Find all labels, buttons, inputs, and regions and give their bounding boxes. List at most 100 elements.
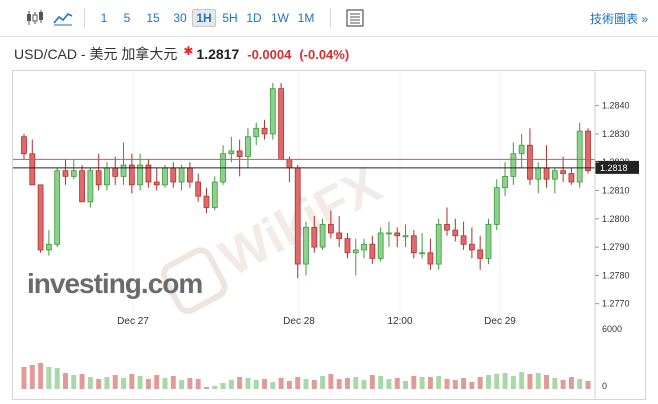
volume-bar — [170, 376, 176, 389]
candle — [245, 128, 251, 168]
investing-logo-text: investing.com — [27, 268, 202, 299]
volume-bar — [568, 377, 574, 389]
timeframe-5h[interactable]: 5H — [222, 11, 238, 25]
candle — [29, 139, 36, 186]
volume-bar — [494, 374, 500, 389]
timeframe-1d[interactable]: 1D — [246, 11, 262, 25]
price-lines: 1.2818 — [13, 158, 639, 174]
timeframe-30[interactable]: 30 — [173, 11, 187, 25]
candle — [269, 83, 276, 140]
candle-body — [45, 243, 52, 251]
candle — [527, 128, 533, 185]
volume-bar — [162, 378, 168, 389]
candle-body — [527, 144, 533, 180]
candle-body — [518, 144, 525, 155]
candle-body — [137, 164, 144, 186]
volume-bar — [328, 374, 334, 389]
volume-bar — [535, 373, 541, 389]
price-chart[interactable]: WikiFX investing.com 1.2818 1.2840 1.2830… — [12, 70, 646, 400]
candle-body — [361, 243, 367, 251]
candle-body — [344, 238, 351, 254]
candle — [344, 232, 351, 259]
volume-bar — [278, 378, 284, 389]
volume-bar — [71, 375, 77, 389]
candle-body — [228, 150, 235, 155]
candle — [170, 162, 177, 188]
candle — [37, 184, 44, 253]
volume-bar — [344, 378, 350, 389]
volume-bar — [96, 379, 102, 389]
price-change: -0.0004 — [247, 47, 292, 62]
candle — [535, 162, 542, 194]
candle — [336, 215, 343, 248]
candle — [79, 165, 85, 203]
candle — [576, 122, 583, 188]
volume-bar — [145, 379, 151, 389]
x-axis: Dec 27 Dec 28 12:00 Dec 29 — [117, 316, 516, 327]
volume-bar — [87, 377, 93, 389]
candle-body — [29, 153, 36, 186]
candle-body — [37, 184, 44, 251]
volume-bar — [502, 373, 508, 389]
volume-axis-max: 6000 — [602, 324, 622, 334]
timeframe-1h[interactable]: 1H — [192, 9, 216, 27]
volume-bar — [137, 376, 143, 389]
volume-bar — [510, 376, 516, 389]
candle-body — [236, 150, 243, 157]
candle — [543, 145, 550, 188]
volume-bar — [286, 381, 292, 389]
instrument-name: USD/CAD - 美元 加拿大元 — [14, 46, 178, 62]
volume-bar — [54, 368, 60, 389]
timeframe-1w[interactable]: 1W — [271, 11, 289, 25]
volume-bar — [527, 374, 533, 389]
volume-bar — [220, 383, 226, 389]
advanced-chart-link[interactable]: 技術圖表 » — [589, 12, 648, 26]
candle-body — [568, 173, 575, 183]
volume-bar — [212, 386, 218, 389]
candle-body — [104, 167, 110, 186]
timeframe-15[interactable]: 15 — [146, 11, 160, 25]
timeframe-1m[interactable]: 1M — [297, 11, 315, 25]
candle — [510, 142, 517, 185]
candle — [502, 162, 508, 197]
volume-bar — [253, 380, 259, 389]
star-icon[interactable]: ✱ — [183, 44, 194, 58]
line-chart-icon[interactable] — [52, 9, 74, 27]
timeframe-1[interactable]: 1 — [100, 11, 108, 25]
chart-canvas[interactable]: WikiFX investing.com 1.2818 1.28401.2830… — [13, 71, 645, 399]
volume-bar — [311, 380, 317, 389]
timeframe-5[interactable]: 5 — [123, 11, 131, 25]
candle-body — [444, 224, 450, 231]
volume-bar — [29, 365, 35, 389]
candle-body — [352, 249, 359, 254]
candle — [402, 224, 409, 248]
candle — [195, 173, 202, 202]
y-tick-label: 1.2820 — [602, 157, 630, 167]
candle — [551, 167, 558, 194]
candle-body — [70, 170, 77, 177]
candle — [518, 133, 525, 168]
volume-bar — [427, 377, 433, 389]
candle — [104, 162, 110, 191]
candle — [419, 232, 426, 259]
x-tick-label: Dec 29 — [484, 316, 516, 327]
investing-logo: investing.com — [27, 268, 203, 299]
candle — [21, 133, 27, 160]
volume-bar — [585, 381, 591, 389]
y-tick-label: 1.2770 — [602, 299, 630, 309]
candle-body — [203, 195, 210, 208]
candle-body — [95, 170, 102, 186]
volume-bar — [21, 367, 27, 389]
candle-body — [336, 232, 343, 240]
candle — [427, 238, 434, 270]
table-icon[interactable] — [345, 9, 367, 27]
candle — [452, 218, 459, 242]
candle-body — [128, 164, 135, 186]
current-price-tag — [595, 160, 639, 174]
candle-body — [162, 167, 168, 186]
candlestick-icon[interactable] — [24, 9, 46, 27]
volume-bar — [303, 379, 309, 389]
current-price: 1.2817 — [196, 46, 240, 62]
volume-bar — [154, 375, 160, 389]
volume-bar — [560, 380, 566, 389]
